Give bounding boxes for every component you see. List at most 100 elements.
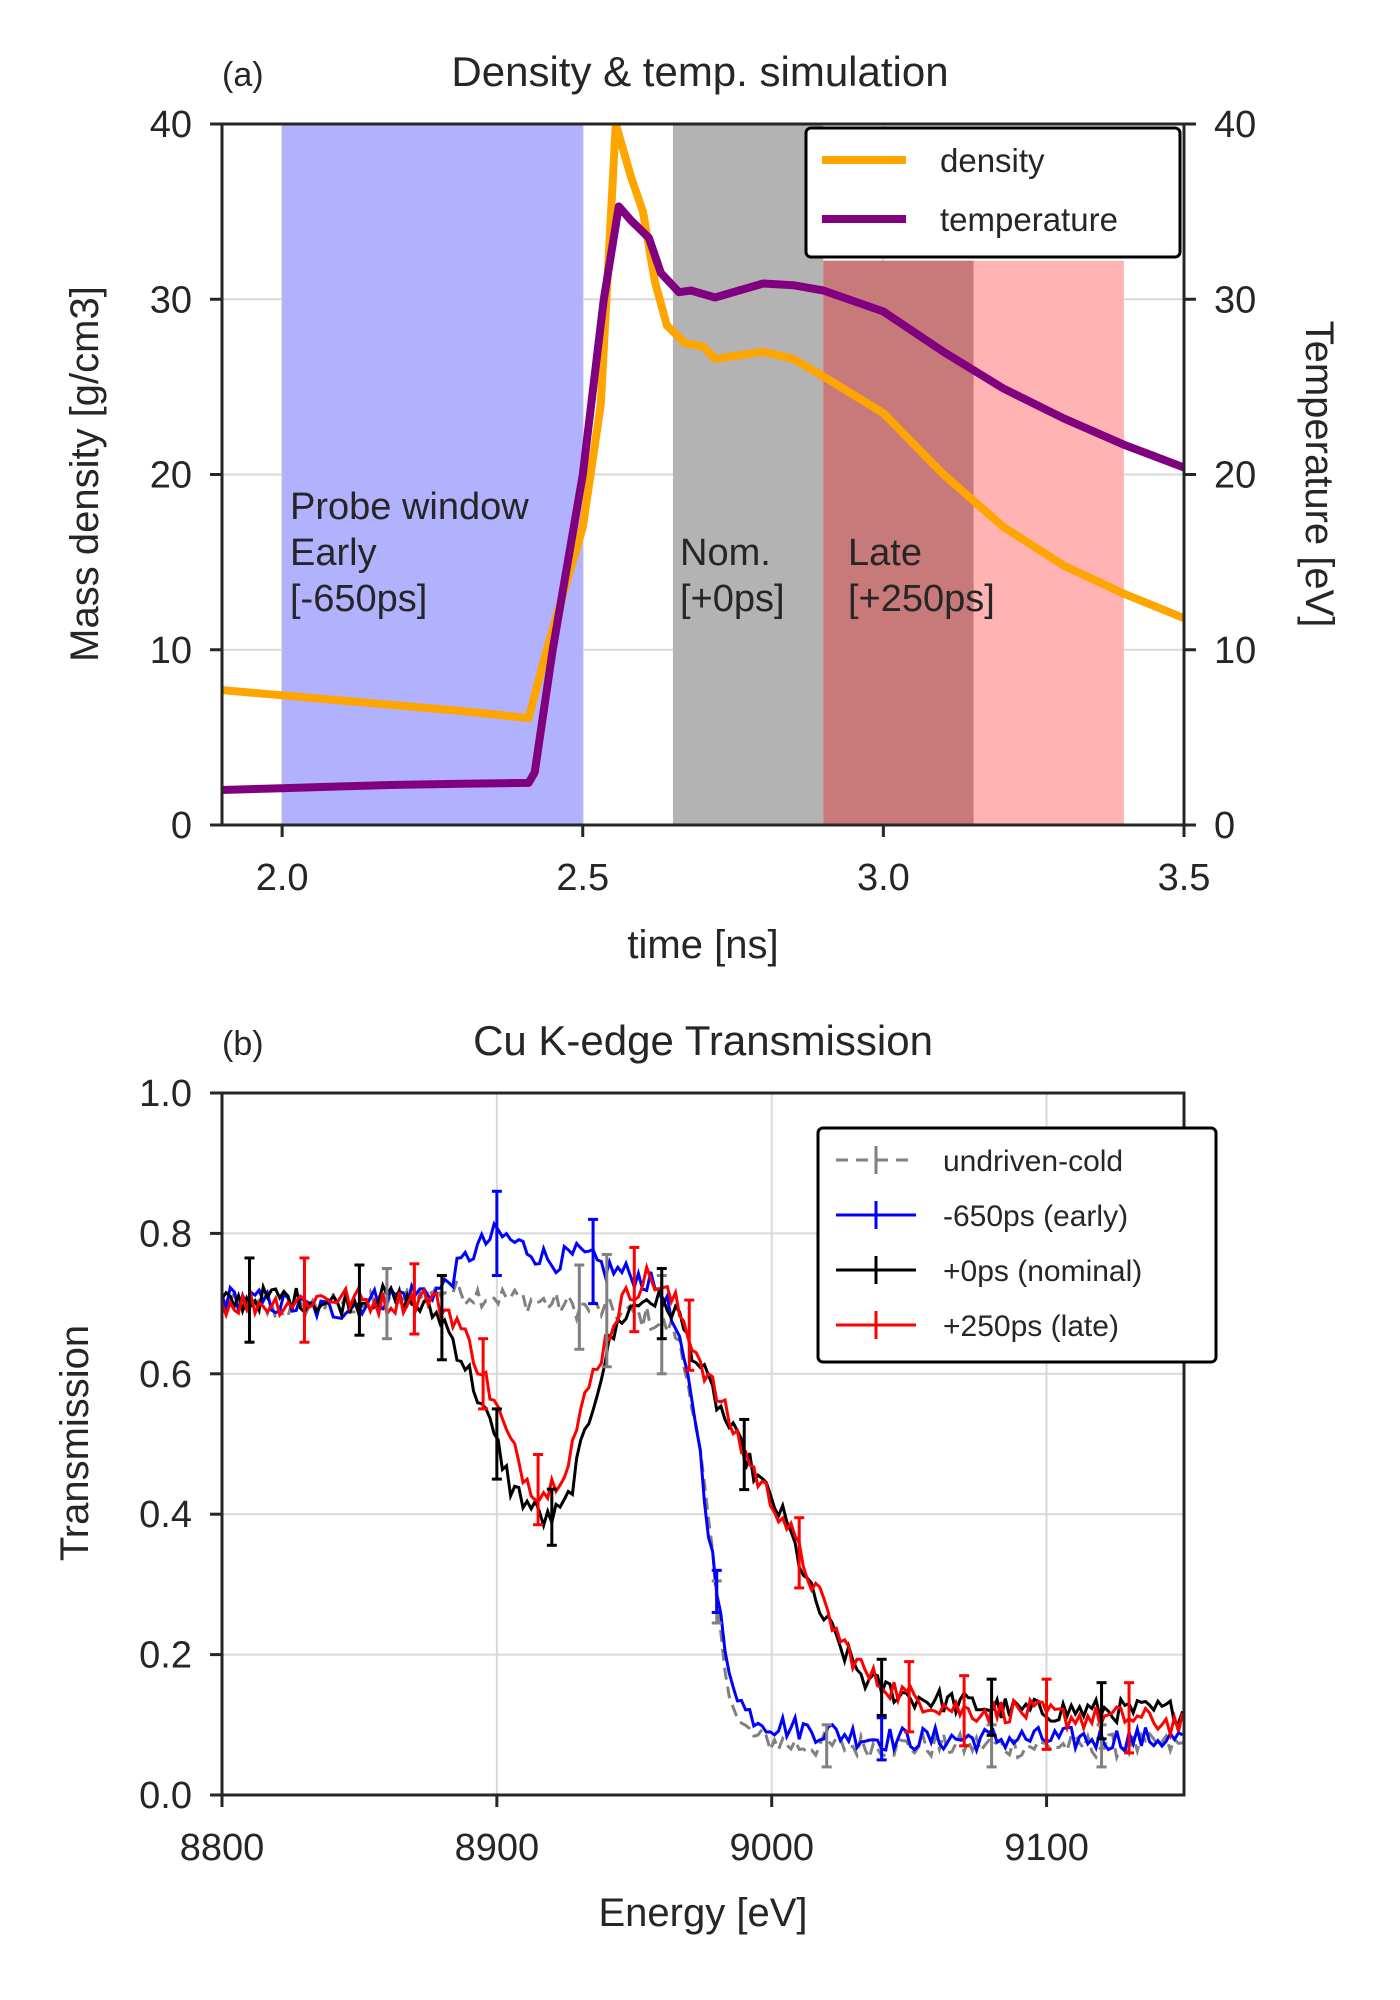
legend-late-label: +250ps (late) xyxy=(943,1310,1119,1343)
panel-b-title: Cu K-edge Transmission xyxy=(473,1017,933,1064)
x-tick-label: 2.5 xyxy=(556,857,609,899)
x-tick-label: 8900 xyxy=(455,1827,540,1869)
y-right-tick-label: 10 xyxy=(1214,630,1256,672)
error-bar xyxy=(629,1245,640,1334)
error-bar xyxy=(299,1256,310,1344)
panel-b-frame xyxy=(220,1091,1186,1797)
panel-b-legend: undriven-cold -650ps (early) +0ps (nomin… xyxy=(816,1126,1218,1364)
error-bar xyxy=(1096,1681,1107,1741)
error-bar xyxy=(684,1298,695,1372)
error-bar xyxy=(436,1274,447,1362)
panel-b-tick-labels: 8800 8900 9000 9100 0.0 0.2 0.4 0.6 0.8 … xyxy=(139,1073,1089,1869)
error-bar xyxy=(904,1660,915,1734)
error-bar xyxy=(711,1568,722,1614)
x-tick-label: 9000 xyxy=(729,1827,814,1869)
legend-undriven-cold-swatch xyxy=(836,1146,916,1174)
y-right-tick-label: 20 xyxy=(1214,455,1256,497)
panel-a-annotations: Probe window Early [-650ps] Nom. [+0ps] … xyxy=(290,486,995,620)
panel-a-ticks xyxy=(210,122,1196,837)
legend-early-swatch xyxy=(836,1201,916,1229)
panel-b-tag: (b) xyxy=(222,1025,264,1063)
y-tick-label: 0.6 xyxy=(139,1354,192,1396)
error-bar xyxy=(478,1337,489,1411)
error-bar xyxy=(1124,1681,1135,1755)
y-tick-label: 0.4 xyxy=(139,1494,192,1536)
legend-undriven-cold-label: undriven-cold xyxy=(943,1145,1123,1178)
panel-a-bands xyxy=(282,124,1124,825)
error-bar xyxy=(959,1674,970,1748)
y-right-tick-label: 30 xyxy=(1214,279,1256,321)
error-bar xyxy=(491,1407,502,1481)
legend-nominal-swatch xyxy=(836,1256,916,1284)
panel-b-x-axis-label: Energy [eV] xyxy=(598,1891,807,1935)
panel-a-tick-labels: 2.0 2.5 3.0 3.5 0 10 20 30 40 0 10 20 30… xyxy=(150,104,1257,899)
error-bar xyxy=(244,1256,255,1344)
legend-temperature-label: temperature xyxy=(940,201,1118,238)
error-bar xyxy=(409,1262,420,1336)
error-bar xyxy=(739,1417,750,1492)
annot-early-line3: [-650ps] xyxy=(290,578,427,620)
y-tick-label: 0.8 xyxy=(139,1213,192,1255)
density-line xyxy=(222,124,1184,723)
y-right-tick-label: 0 xyxy=(1214,805,1235,847)
panel-a-lines xyxy=(222,124,1184,794)
band-nominal xyxy=(672,124,824,825)
annot-early-line1: Probe window xyxy=(290,486,529,528)
x-tick-label: 2.0 xyxy=(256,857,309,899)
legend-late-swatch xyxy=(836,1311,916,1339)
x-tick-label: 8800 xyxy=(180,1827,265,1869)
y-right-tick-label: 40 xyxy=(1214,104,1256,146)
y-tick-label: 1.0 xyxy=(139,1073,192,1115)
annot-late-line1: Late xyxy=(848,532,922,574)
x-tick-label: 9100 xyxy=(1004,1827,1089,1869)
error-bar xyxy=(821,1723,832,1769)
panel-a-legend: density temperature xyxy=(804,126,1182,259)
early-line xyxy=(222,1220,1184,1756)
panel-a-y-axis-label: Mass density [g/cm3] xyxy=(63,286,107,662)
legend-b-box xyxy=(816,1126,1218,1364)
legend-early-label: -650ps (early) xyxy=(943,1200,1128,1233)
y-tick-label: 40 xyxy=(150,104,192,146)
error-bar xyxy=(354,1263,365,1337)
panel-b-ticks xyxy=(210,1091,1049,1807)
y-tick-label: 0.2 xyxy=(139,1635,192,1677)
y-tick-label: 20 xyxy=(150,455,192,497)
panel-b-error-bars xyxy=(244,1189,1135,1769)
panel-a-tag: (a) xyxy=(222,56,264,94)
annot-nominal-line2: [+0ps] xyxy=(680,578,785,620)
error-bar xyxy=(1041,1677,1052,1751)
x-tick-label: 3.5 xyxy=(1158,857,1211,899)
error-bar xyxy=(876,1716,887,1762)
panel-a: (a) Density & temp. simulation Probe win… xyxy=(63,48,1341,967)
error-bar xyxy=(491,1189,502,1278)
y-tick-label: 0 xyxy=(171,805,192,847)
y-tick-label: 10 xyxy=(150,630,192,672)
panel-b-y-axis-label: Transmission xyxy=(53,1325,97,1561)
band-early xyxy=(282,124,583,825)
panel-a-x-axis-label: time [ns] xyxy=(627,923,778,967)
panel-a-y-right-axis-label: Temperature [eV] xyxy=(1297,321,1341,628)
panel-b: (b) Cu K-edge Transmission 8800 8900 900… xyxy=(53,1017,1218,1935)
error-bar xyxy=(986,1677,997,1737)
panel-a-title: Density & temp. simulation xyxy=(451,48,948,95)
annot-late-line2: [+250ps] xyxy=(848,578,995,620)
legend-density-label: density xyxy=(940,142,1045,179)
error-bar xyxy=(574,1263,585,1351)
x-tick-label: 3.0 xyxy=(857,857,910,899)
annot-early-line2: Early xyxy=(290,532,377,574)
error-bar xyxy=(546,1487,557,1547)
error-bar xyxy=(533,1453,544,1527)
annot-nominal-line1: Nom. xyxy=(680,532,771,574)
error-bar xyxy=(381,1267,392,1341)
temperature-line xyxy=(222,202,1184,794)
error-bar xyxy=(601,1252,612,1369)
y-tick-label: 30 xyxy=(150,279,192,321)
legend-nominal-label: +0ps (nominal) xyxy=(943,1255,1142,1288)
panel-b-lines xyxy=(222,1220,1184,1763)
error-bar xyxy=(656,1267,667,1341)
error-bar xyxy=(588,1217,599,1306)
error-bar xyxy=(876,1657,887,1717)
y-tick-label: 0.0 xyxy=(139,1775,192,1817)
error-bar xyxy=(794,1516,805,1590)
